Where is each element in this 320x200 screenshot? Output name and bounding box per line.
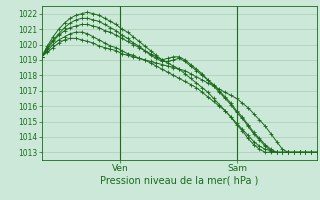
X-axis label: Pression niveau de la mer( hPa ): Pression niveau de la mer( hPa )	[100, 176, 258, 186]
